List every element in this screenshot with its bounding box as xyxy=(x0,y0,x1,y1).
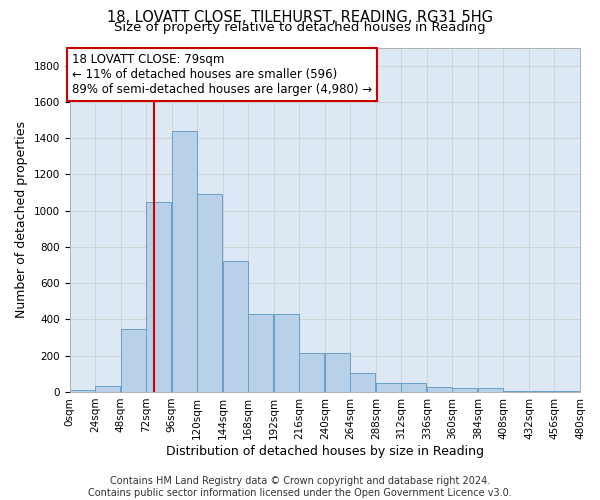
Bar xyxy=(350,374,375,392)
Bar xyxy=(248,314,273,392)
Bar xyxy=(70,390,95,392)
Bar xyxy=(146,202,171,392)
Bar xyxy=(274,314,299,392)
Bar xyxy=(95,386,120,392)
Text: Size of property relative to detached houses in Reading: Size of property relative to detached ho… xyxy=(114,22,486,35)
Text: Contains HM Land Registry data © Crown copyright and database right 2024.
Contai: Contains HM Land Registry data © Crown c… xyxy=(88,476,512,498)
Text: 18 LOVATT CLOSE: 79sqm
← 11% of detached houses are smaller (596)
89% of semi-de: 18 LOVATT CLOSE: 79sqm ← 11% of detached… xyxy=(71,53,372,96)
Bar xyxy=(325,353,350,392)
Bar xyxy=(503,391,529,392)
Bar xyxy=(478,388,503,392)
Bar xyxy=(299,353,324,392)
Bar xyxy=(427,386,452,392)
Bar xyxy=(223,260,248,392)
Bar xyxy=(401,384,427,392)
Bar xyxy=(452,388,478,392)
Bar xyxy=(197,194,222,392)
Text: 18, LOVATT CLOSE, TILEHURST, READING, RG31 5HG: 18, LOVATT CLOSE, TILEHURST, READING, RG… xyxy=(107,10,493,25)
Y-axis label: Number of detached properties: Number of detached properties xyxy=(15,121,28,318)
Bar xyxy=(376,383,401,392)
Bar xyxy=(121,328,146,392)
Bar xyxy=(172,131,197,392)
X-axis label: Distribution of detached houses by size in Reading: Distribution of detached houses by size … xyxy=(166,444,484,458)
